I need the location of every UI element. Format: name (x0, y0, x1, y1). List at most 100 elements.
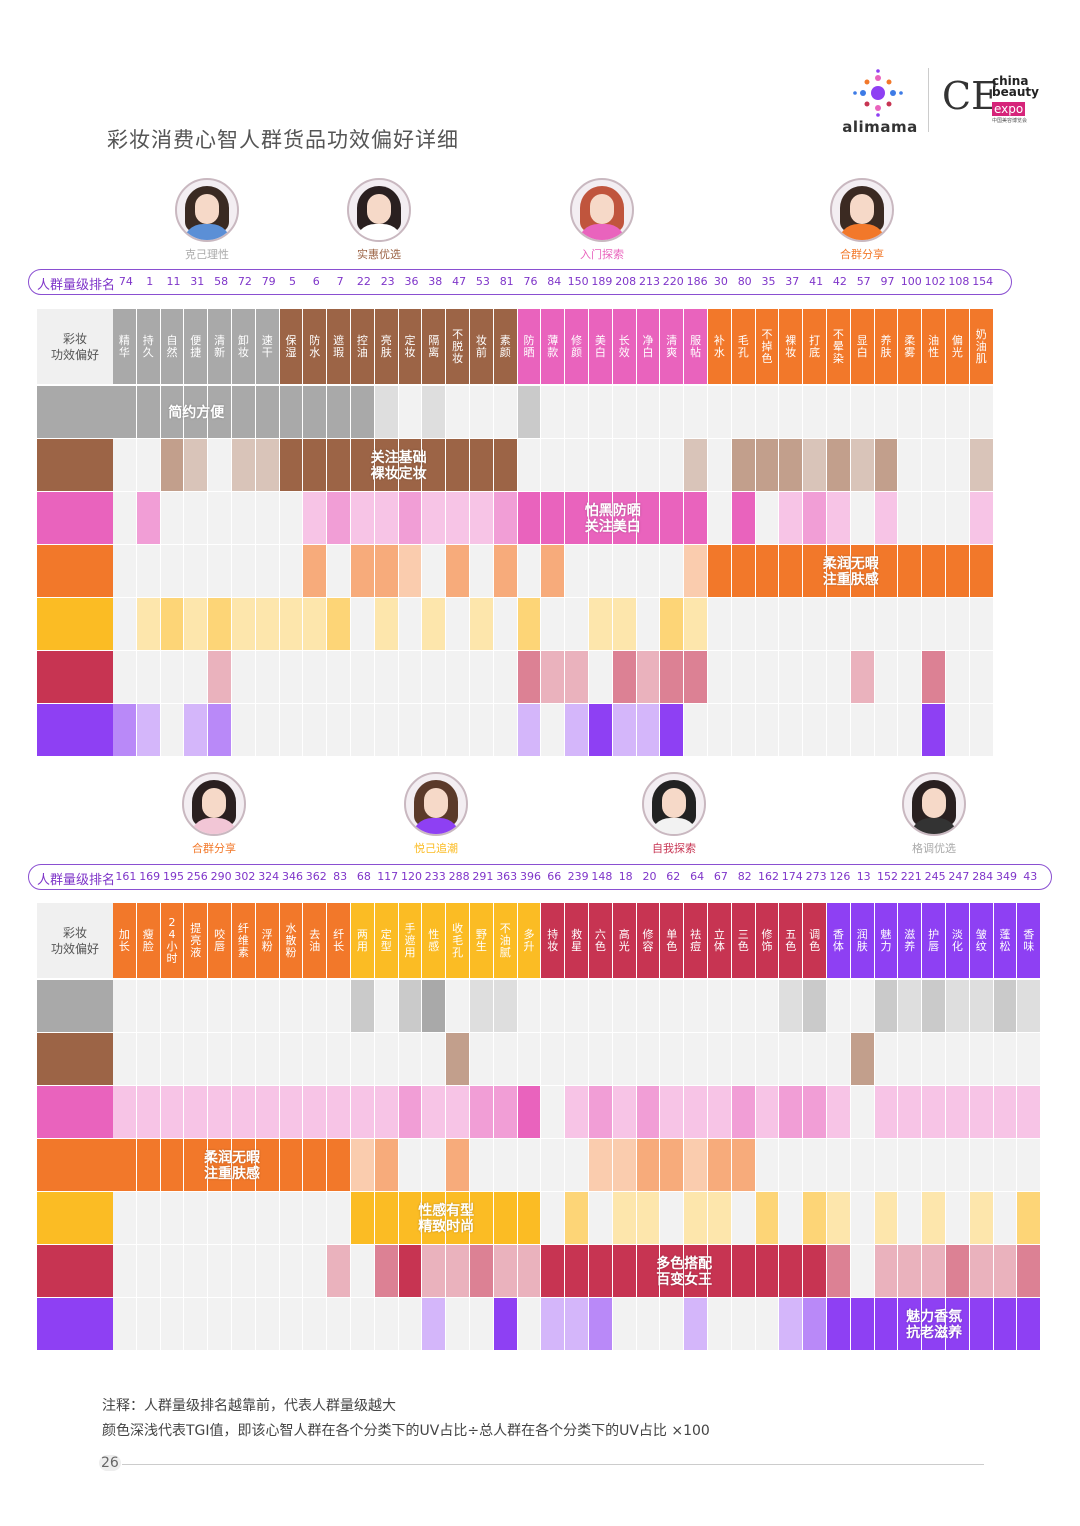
heatmap-cell (969, 439, 993, 491)
heatmap-cell (874, 1033, 898, 1085)
heatmap-cell (731, 1192, 755, 1244)
category-header: 提亮液 (184, 903, 208, 978)
heatmap-cell (208, 980, 231, 1032)
heatmap-cell (541, 386, 565, 438)
heatmap-cell (708, 1139, 731, 1191)
category-header-text: 手遮用 (404, 921, 416, 959)
heatmap-cell (422, 1298, 446, 1350)
heatmap-cell (827, 1139, 850, 1191)
heatmap-cell (184, 651, 208, 703)
heatmap-cell (279, 1245, 303, 1297)
heatmap-cell (255, 651, 279, 703)
category-header: 油性 (922, 309, 945, 384)
heatmap-cell (255, 980, 279, 1032)
heatmap-cell (374, 651, 398, 703)
heatmap-cell (803, 1086, 826, 1138)
heatmap-cell (708, 1298, 731, 1350)
heatmap-cell (827, 651, 850, 703)
heatmap-cell (517, 545, 541, 597)
heatmap-cell (184, 439, 208, 491)
category-header-text: 打底 (809, 333, 821, 359)
avatar-face (590, 194, 614, 224)
category-header-text: 控油 (356, 333, 368, 359)
heatmap-cell (731, 492, 755, 544)
heatmap-cell (279, 1298, 303, 1350)
heatmap-cell (708, 704, 731, 756)
category-header-text: 速干 (261, 333, 273, 359)
heatmap-cell (422, 1139, 446, 1191)
heatmap-cell (351, 598, 374, 650)
heatmap-cell (589, 651, 612, 703)
category-header: 持久 (136, 309, 160, 384)
category-header: 补水 (708, 309, 731, 384)
heatmap-cell (470, 651, 493, 703)
heatmap-cell (850, 1086, 874, 1138)
heatmap-cell (422, 980, 446, 1032)
heatmap-cell (922, 1139, 945, 1191)
heatmap-cell (898, 704, 922, 756)
heatmap-cell (279, 1139, 303, 1191)
row-label-brown (37, 439, 113, 491)
rank-number: 6 (312, 275, 320, 288)
heatmap-cell (517, 386, 541, 438)
heatmap-cell (160, 980, 184, 1032)
heatmap-cell (850, 1139, 874, 1191)
heatmap-cell (136, 1245, 160, 1297)
category-header-text: 两用 (356, 927, 368, 953)
heatmap-cell (589, 1245, 612, 1297)
category-header-text: 去油 (309, 927, 321, 953)
heatmap-cell (993, 980, 1017, 1032)
heatmap-cell (922, 545, 945, 597)
rank-number: 117 (377, 870, 399, 883)
group-callout: 怕黑防晒 关注美白 (584, 502, 641, 535)
heatmap-cell (827, 1033, 850, 1085)
heatmap-cell (755, 1192, 779, 1244)
heatmap-cell (232, 1139, 255, 1191)
heatmap-cell (374, 439, 398, 491)
heatmap-cell (636, 1192, 660, 1244)
heatmap-cell (208, 1139, 231, 1191)
heatmap-cell (446, 386, 469, 438)
persona-avatar (570, 178, 634, 242)
heatmap-cell (279, 598, 303, 650)
heatmap-cell (208, 1245, 231, 1297)
heatmap-cell (446, 492, 469, 544)
heatmap-cell (470, 980, 493, 1032)
category-header: 浮粉 (255, 903, 279, 978)
heatmap-cell (422, 386, 446, 438)
rank-bar: 人群量级排名 74 1 11 31 58 72 79 5 6 7 22 23 36 38 47 53 81 76 84… (28, 269, 1012, 295)
heatmap-cell (708, 1192, 731, 1244)
heatmap-cell (303, 704, 327, 756)
heatmap-cell (660, 1139, 684, 1191)
rank-number: 18 (618, 870, 633, 883)
category-header-text: 定型 (380, 927, 392, 953)
heatmap-cell (541, 439, 565, 491)
note-line-2: 颜色深浅代表TGI值，即该心智人群在各个分类下的UV占比÷总人群在各个分类下的U… (102, 1423, 710, 1439)
category-header: 五色 (779, 903, 803, 978)
heatmap-cell (779, 1245, 803, 1297)
rank-number: 273 (805, 870, 827, 883)
heatmap-cell (922, 386, 945, 438)
heatmap-cell (898, 386, 922, 438)
heatmap-cell (517, 980, 541, 1032)
heatmap-cell (898, 1245, 922, 1297)
heatmap-cell (470, 545, 493, 597)
heatmap-cell (398, 492, 422, 544)
heatmap-cell (541, 1192, 565, 1244)
heatmap-cell (684, 1139, 707, 1191)
heatmap-cell (874, 1245, 898, 1297)
heatmap-cell (850, 439, 874, 491)
category-header: 性感 (422, 903, 446, 978)
heatmap-cell (208, 492, 231, 544)
heatmap-cell (184, 386, 208, 438)
heatmap-cell (589, 1139, 612, 1191)
heatmap-cell (660, 386, 684, 438)
heatmap-cell (541, 1086, 565, 1138)
heatmap-cell (898, 980, 922, 1032)
heatmap-cell (922, 1245, 945, 1297)
heatmap-cell (660, 1298, 684, 1350)
rank-number: 37 (785, 275, 800, 288)
china-beauty-expo-logo: CE china beauty expo 中国美容博览会 (942, 74, 1042, 126)
heatmap-cell (684, 598, 707, 650)
row-label-orange (37, 545, 113, 597)
